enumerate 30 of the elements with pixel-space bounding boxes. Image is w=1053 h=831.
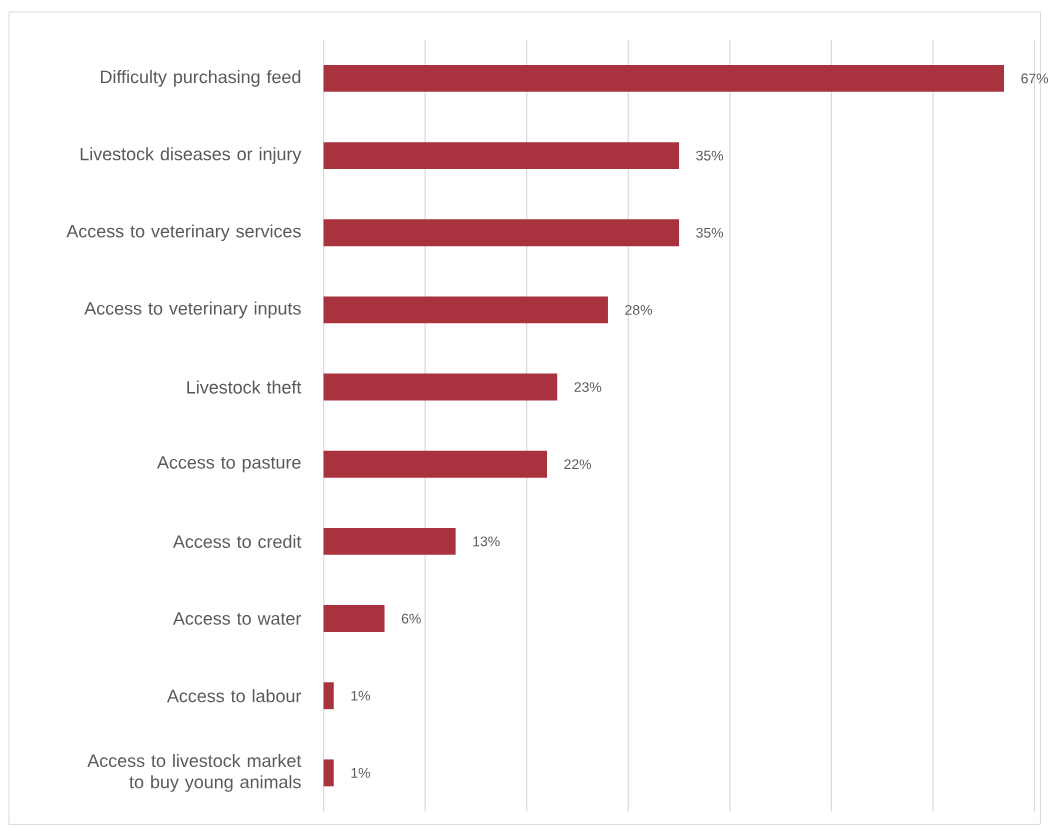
data-label: 28%	[625, 304, 652, 315]
bar	[323, 219, 680, 246]
bar	[323, 527, 456, 555]
y-tick-label: Access to veterinary inputs	[84, 301, 301, 319]
y-tick-label: Livestock theft	[187, 380, 302, 394]
y-tick-label: Access to credit	[172, 534, 302, 548]
data-label: 6%	[401, 613, 421, 624]
y-tick-label: Access to pasture	[157, 456, 301, 473]
data-label: 13%	[473, 536, 500, 547]
bar	[323, 450, 548, 478]
bar	[323, 759, 334, 787]
bar	[323, 604, 385, 632]
bar	[323, 682, 334, 709]
data-label: 35%	[696, 227, 724, 238]
bar	[323, 141, 680, 169]
y-tick-label: Difficulty purchasing feed	[101, 69, 301, 87]
data-label: 22%	[564, 459, 592, 469]
data-label: 35%	[696, 150, 724, 161]
y-tick-label: Access to labour	[166, 688, 302, 703]
data-label: 67%	[1021, 73, 1049, 84]
bar	[323, 296, 608, 324]
y-tick-label: Access to water	[172, 612, 302, 625]
bar	[323, 64, 1005, 92]
data-label: 1%	[351, 690, 371, 701]
data-label: 23%	[574, 381, 602, 392]
data-label: 1%	[351, 767, 371, 778]
y-tick-label: Access to veterinary services	[66, 224, 301, 241]
bar	[323, 373, 558, 401]
y-tick-label: Livestock diseases or injury	[80, 147, 302, 164]
y-tick-label: Access to livestock market to buy young animals	[87, 753, 302, 792]
